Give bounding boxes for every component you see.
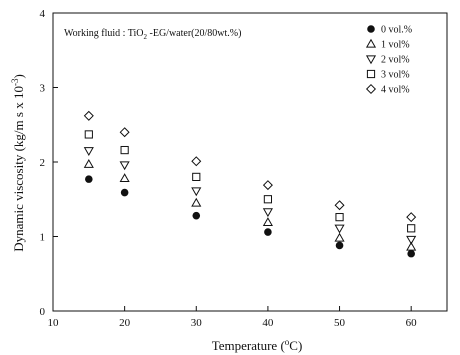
data-point-triangle-up [406,241,417,251]
legend-label: 3 vol% [381,70,410,81]
axis-ticks: 10 20 30 40 50 60 0 1 2 3 4 [40,8,418,329]
legend-marker-triangle-down [365,55,377,65]
data-point-square [335,213,344,222]
legend-marker-triangle-up [365,38,377,48]
data-point-diamond [406,212,417,223]
data-point-filled-circle [192,211,201,220]
x-tick-label: 30 [191,317,203,329]
legend: 0 vol.% 1 vol% 2 vol% 3 vol% 4 vol% [365,25,412,96]
data-point-filled-circle [335,241,344,250]
data-point-filled-circle [407,249,415,258]
legend-label: 1 vol% [381,40,410,51]
data-point-square [263,195,273,204]
y-tick-label: 2 [40,157,46,169]
data-point-square [192,172,201,182]
data-point-triangle-down [334,224,345,234]
y-axis-title: Dynamic viscosity (kg/m s x 10-3) [10,74,26,252]
legend-marker-diamond [365,83,377,95]
data-point-triangle-down [83,147,94,157]
data-point-triangle-down [119,161,130,171]
y-tick-label: 3 [40,83,46,95]
data-point-filled-circle [120,188,129,197]
data-point-triangle-up [334,232,345,242]
y-tick-label: 0 [40,306,46,318]
y-tick-label: 1 [40,232,46,244]
legend-label: 2 vol% [381,55,410,66]
data-point-triangle-up [83,159,94,168]
legend-label: 4 vol% [381,85,410,96]
legend-label: 0 vol.% [381,25,412,36]
data-point-square [84,130,93,139]
x-axis-title: Temperature (oC) [212,337,303,353]
legend-marker-filled-circle [367,25,375,33]
data-point-diamond [334,200,345,211]
legend-marker-square [366,69,376,79]
data-point-square [407,224,416,233]
x-tick-label: 40 [262,317,274,329]
data-point-triangle-down [262,208,273,218]
data-point-diamond [191,156,202,167]
y-tick-label: 4 [40,8,46,20]
data-point-triangle-up [119,173,130,183]
data-point-diamond [262,180,273,191]
data-point-triangle-up [262,217,273,226]
x-tick-label: 60 [406,317,418,329]
data-point-diamond [83,110,94,121]
data-point-diamond [119,127,130,138]
x-tick-label: 20 [119,317,131,329]
data-point-square [120,145,129,155]
x-tick-label: 10 [48,317,60,329]
data-point-triangle-up [191,197,202,207]
data-point-triangle-down [191,187,202,197]
data-markers [83,110,417,258]
data-point-filled-circle [264,228,272,236]
working-fluid-annotation: Working fluid : TiO2 -EG/water(20/80wt.%… [64,28,241,41]
data-point-filled-circle [85,175,93,183]
data-point-triangle-down [406,235,417,245]
x-tick-label: 50 [334,317,346,329]
